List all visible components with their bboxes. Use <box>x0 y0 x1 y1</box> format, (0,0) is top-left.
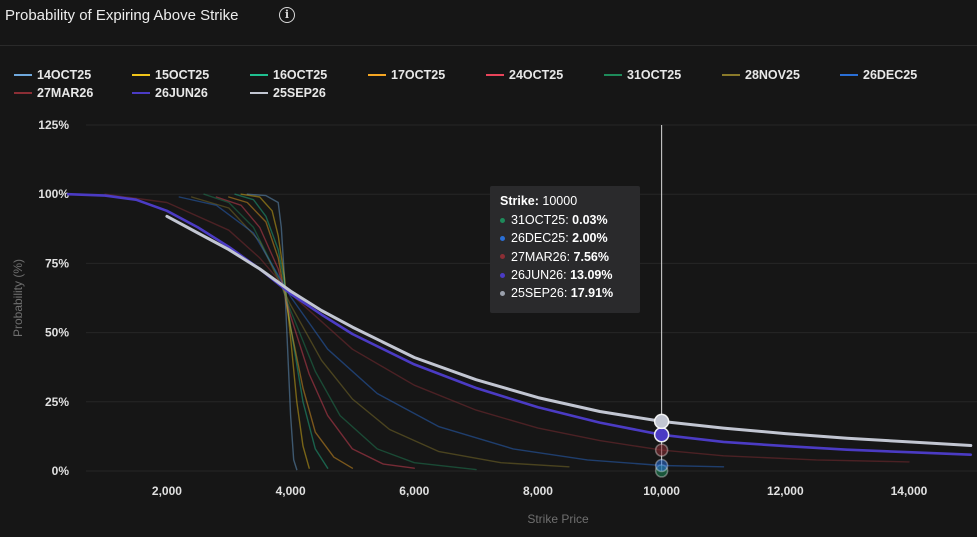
hover-layer <box>653 125 670 478</box>
tooltip-row: 31OCT25: 0.03% <box>500 211 630 229</box>
tooltip-series-value: 2.00% <box>572 231 608 246</box>
x-axis: 2,000 4,000 6,000 8,000 10,000 12,000 14,000 <box>152 484 928 498</box>
hover-marker-26dec25 <box>654 458 669 473</box>
series-line-28nov25[interactable] <box>191 196 570 468</box>
series-line-25sep26[interactable] <box>165 214 973 447</box>
tooltip-dot <box>500 235 505 241</box>
tooltip: Strike: 10000 31OCT25: 0.03% 26DEC25: 2.0… <box>490 186 640 313</box>
hover-marker-26jun26 <box>653 427 670 443</box>
x-tick-label: 14,000 <box>891 484 928 498</box>
legend-label: 27MAR26 <box>37 85 94 100</box>
legend-swatch <box>250 73 268 76</box>
legend-label: 26JUN26 <box>155 85 208 100</box>
tooltip-row: 26JUN26: 13.09% <box>500 266 630 284</box>
tooltip-strike-label: Strike: <box>500 194 539 208</box>
legend-swatch <box>722 73 740 76</box>
legend-swatch <box>14 73 32 76</box>
legend-item-17oct25[interactable]: 17OCT25 <box>368 67 486 82</box>
tooltip-row: 25SEP26: 17.91% <box>500 284 630 302</box>
legend-item-26dec25[interactable]: 26DEC25 <box>840 67 958 82</box>
tooltip-series-value: 17.91% <box>570 286 614 301</box>
legend-label: 25SEP26 <box>273 85 326 100</box>
legend-label: 31OCT25 <box>627 67 682 82</box>
legend-swatch <box>486 73 504 76</box>
y-tick-label: 100% <box>38 187 69 201</box>
legend-label: 24OCT25 <box>509 67 564 82</box>
series-line-27mar26[interactable] <box>104 193 910 463</box>
hover-marker-27mar26 <box>654 443 669 457</box>
legend-swatch <box>840 73 858 76</box>
y-tick-label: 25% <box>45 395 69 409</box>
legend-label: 17OCT25 <box>391 67 446 82</box>
legend-item-24oct25[interactable]: 24OCT25 <box>486 67 604 82</box>
y-tick-label: 0% <box>52 464 70 478</box>
tooltip-series-value: 7.56% <box>573 249 609 264</box>
legend-item-28nov25[interactable]: 28NOV25 <box>722 67 840 82</box>
chart-title: Probability of Expiring Above Strike <box>5 7 239 24</box>
legend: 14OCT25 15OCT25 16OCT25 17OCT25 24OCT25 31OCT… <box>14 67 964 100</box>
chart-header: Probability of Expiring Above Strike i <box>0 0 977 46</box>
legend-item-31oct25[interactable]: 31OCT25 <box>604 67 722 82</box>
tooltip-series-label: 27MAR26: <box>511 249 574 264</box>
y-tick-label: 125% <box>38 118 69 132</box>
y-tick-label: 50% <box>45 326 69 340</box>
tooltip-dot <box>500 290 505 296</box>
x-tick-label: 2,000 <box>152 484 182 498</box>
y-axis-label: Probability (%) <box>11 259 25 337</box>
legend-item-15oct25[interactable]: 15OCT25 <box>132 67 250 82</box>
series-line-17oct25[interactable] <box>228 196 354 469</box>
y-tick-label: 75% <box>45 256 69 270</box>
y-axis: 0% 25% 50% 75% 100% 125% <box>38 118 69 478</box>
info-circle-icon[interactable]: i <box>279 7 295 23</box>
tooltip-series-value: 0.03% <box>572 213 608 228</box>
series-lines <box>66 192 973 471</box>
x-tick-label: 8,000 <box>523 484 553 498</box>
tooltip-series-label: 26DEC25: <box>511 231 573 246</box>
legend-swatch <box>14 91 32 94</box>
series-line-26jun26[interactable] <box>66 192 973 456</box>
series-line-15oct25[interactable] <box>240 193 310 469</box>
legend-item-26jun26[interactable]: 26JUN26 <box>132 85 250 100</box>
tooltip-row: 27MAR26: 7.56% <box>500 248 630 266</box>
legend-item-27mar26[interactable]: 27MAR26 <box>14 85 132 100</box>
legend-swatch <box>132 91 150 94</box>
x-tick-label: 4,000 <box>276 484 306 498</box>
legend-swatch <box>604 73 622 76</box>
tooltip-strike-value: 10000 <box>542 194 578 208</box>
hover-marker-25sep26 <box>653 413 670 430</box>
legend-item-16oct25[interactable]: 16OCT25 <box>250 67 368 82</box>
x-tick-label: 6,000 <box>399 484 429 498</box>
series-line-31oct25[interactable] <box>203 193 477 471</box>
legend-label: 15OCT25 <box>155 67 210 82</box>
x-tick-label: 10,000 <box>643 484 680 498</box>
x-tick-label: 12,000 <box>767 484 804 498</box>
tooltip-dot <box>500 217 505 223</box>
legend-label: 16OCT25 <box>273 67 328 82</box>
legend-swatch <box>368 73 386 76</box>
legend-label: 28NOV25 <box>745 67 800 82</box>
tooltip-series-label: 25SEP26: <box>511 286 571 301</box>
series-line-26dec25[interactable] <box>178 196 725 468</box>
legend-swatch <box>132 73 150 76</box>
series-line-24oct25[interactable] <box>215 196 415 469</box>
tooltip-series-value: 13.09% <box>570 268 613 283</box>
tooltip-dot <box>500 272 505 278</box>
x-axis-label: Strike Price <box>527 512 589 526</box>
tooltip-series-label: 26JUN26: <box>511 268 571 283</box>
tooltip-rows: 31OCT25: 0.03% 26DEC25: 2.00% 27MAR26: 7.5… <box>500 211 630 302</box>
legend-swatch <box>250 91 268 94</box>
series-line-16oct25[interactable] <box>234 193 329 469</box>
legend-item-25sep26[interactable]: 25SEP26 <box>250 85 368 100</box>
tooltip-row: 26DEC25: 2.00% <box>500 229 630 247</box>
tooltip-dot <box>500 254 505 260</box>
legend-item-14oct25[interactable]: 14OCT25 <box>14 67 132 82</box>
legend-label: 26DEC25 <box>863 67 918 82</box>
series-line-14oct25[interactable] <box>246 193 298 471</box>
legend-label: 14OCT25 <box>37 67 92 82</box>
tooltip-series-label: 31OCT25: <box>511 213 573 228</box>
